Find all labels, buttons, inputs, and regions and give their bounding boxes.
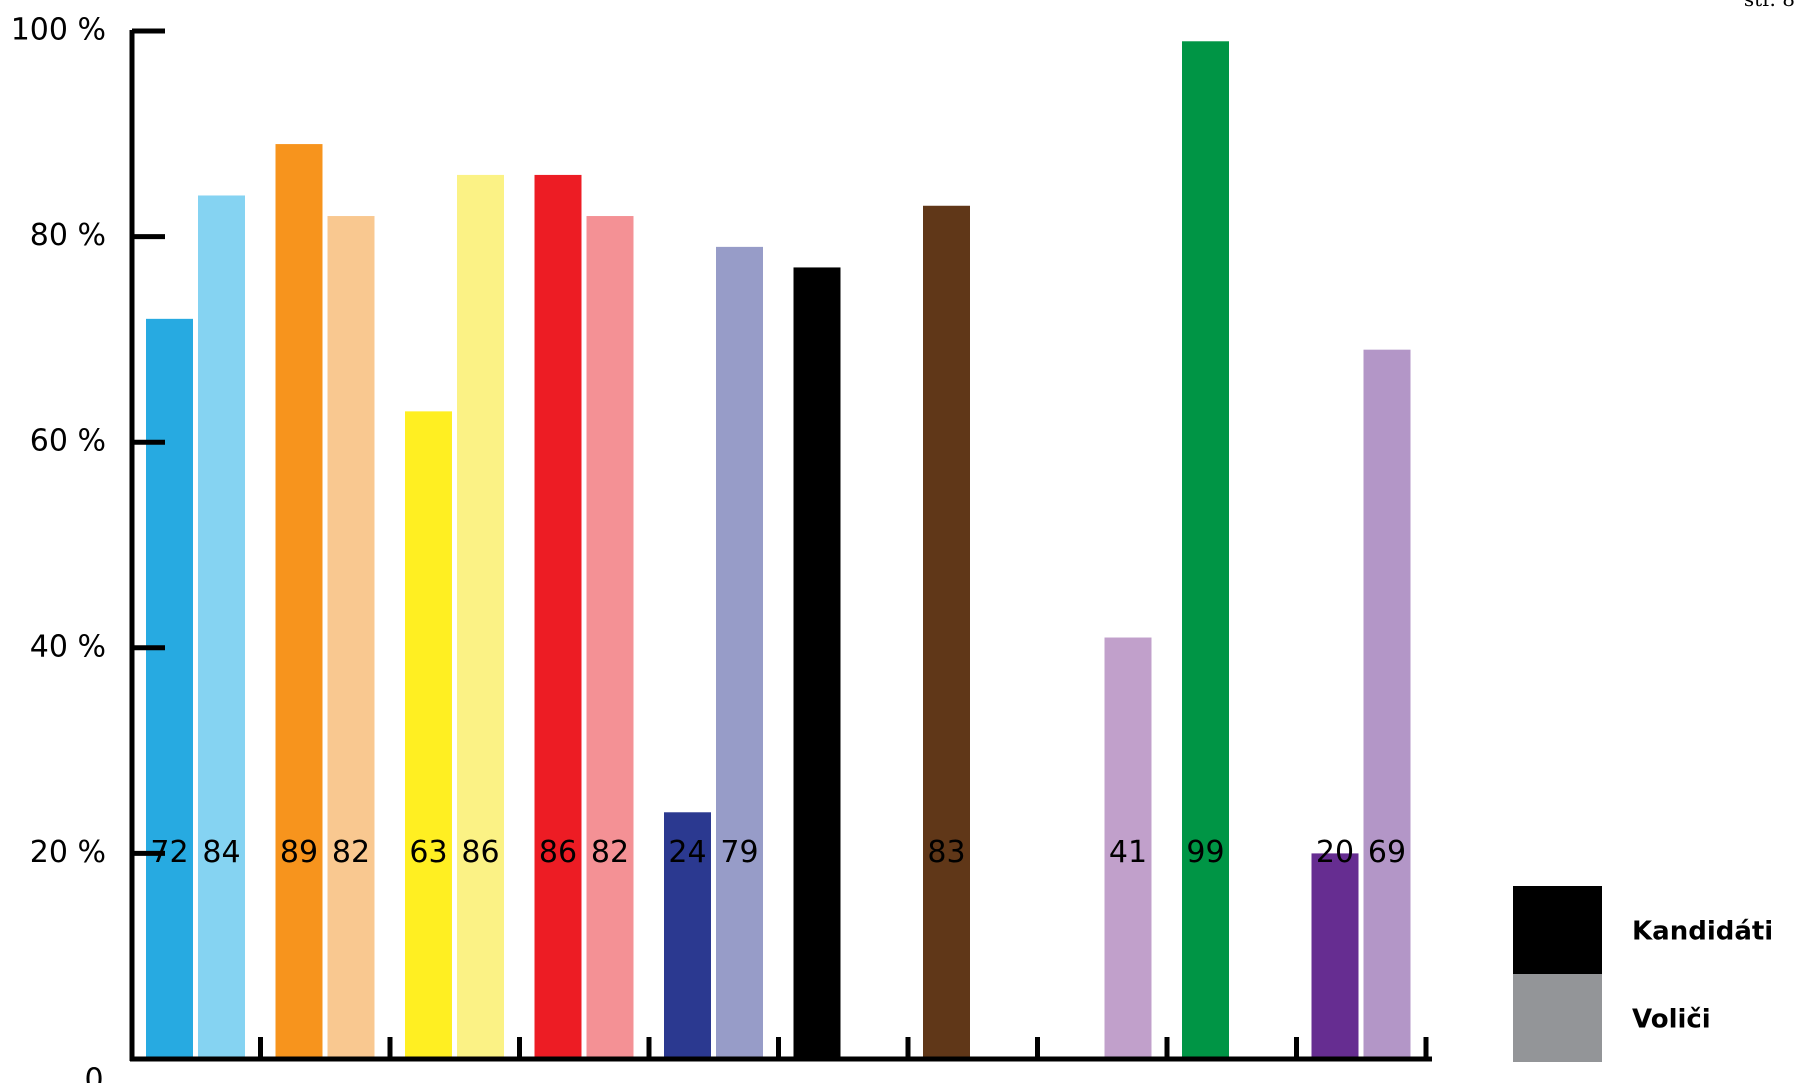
- value-label-group-7-candidates: 83: [927, 835, 965, 870]
- value-label-group-3-candidates: 63: [409, 835, 447, 870]
- bar-group-9-candidates: [1182, 41, 1229, 1059]
- bar-group-1-voters: [198, 195, 245, 1060]
- value-label-group-5-candidates: 24: [668, 835, 706, 870]
- value-label-group-1-voters: 84: [202, 835, 240, 870]
- bar-group-5-candidates: [664, 812, 711, 1059]
- y-tick-label-20: 20 %: [30, 835, 106, 870]
- bars-layer: [146, 41, 1411, 1060]
- value-label-group-2-voters: 82: [332, 835, 370, 870]
- value-label-group-3-voters: 86: [461, 835, 499, 870]
- bar-group-7-candidates: [923, 205, 970, 1059]
- bar-group-2-candidates: [275, 144, 323, 1059]
- page-mark: str. 8: [1744, 0, 1795, 11]
- bar-group-4-candidates: [534, 174, 582, 1060]
- y-tick-label-40: 40 %: [30, 629, 106, 664]
- bar-group-6-candidates: [793, 267, 841, 1059]
- bar-group-10-candidates: [1311, 853, 1359, 1059]
- legend-label-2: Voliči: [1632, 1005, 1711, 1035]
- value-label-group-4-candidates: 86: [539, 835, 577, 870]
- y-tick-label-60: 60 %: [30, 424, 106, 459]
- axes-layer: 0 20 % 40 % 60 % 80 % 100 %: [11, 13, 1432, 1083]
- legend: Kandidáti Voliči: [1513, 886, 1773, 1062]
- bar-group-3-voters: [457, 174, 504, 1060]
- bar-group-8-voters: [1104, 637, 1152, 1059]
- value-label-group-5-voters: 79: [720, 835, 758, 870]
- bar-group-10-voters: [1363, 349, 1411, 1059]
- bar-group-4-voters: [586, 216, 634, 1060]
- y-tick-label-0: 0: [84, 1063, 103, 1083]
- value-label-group-6-candidates: 77: [798, 835, 836, 870]
- legend-swatch-2: [1513, 974, 1602, 1062]
- value-labels-layer: 72 84 89 82 63 86 86 82 24 79 77 83 41 99 20 69: [150, 835, 1406, 870]
- value-label-group-2-candidates: 89: [280, 835, 318, 870]
- bar-group-2-voters: [327, 216, 375, 1060]
- bar-group-5-voters: [716, 246, 763, 1059]
- value-label-group-10-voters: 69: [1368, 835, 1406, 870]
- legend-label-1: Kandidáti: [1632, 917, 1773, 947]
- bar-group-1-candidates: [146, 318, 193, 1060]
- y-tick-label-100: 100 %: [11, 13, 106, 48]
- bar-group-3-candidates: [405, 411, 452, 1059]
- legend-swatch-1: [1513, 886, 1602, 974]
- value-label-group-8-voters: 41: [1109, 835, 1147, 870]
- value-label-group-9-candidates: 99: [1186, 835, 1224, 870]
- value-label-group-10-candidates: 20: [1316, 835, 1354, 870]
- y-tick-label-80: 80 %: [30, 218, 106, 253]
- value-label-group-4-voters: 82: [591, 835, 629, 870]
